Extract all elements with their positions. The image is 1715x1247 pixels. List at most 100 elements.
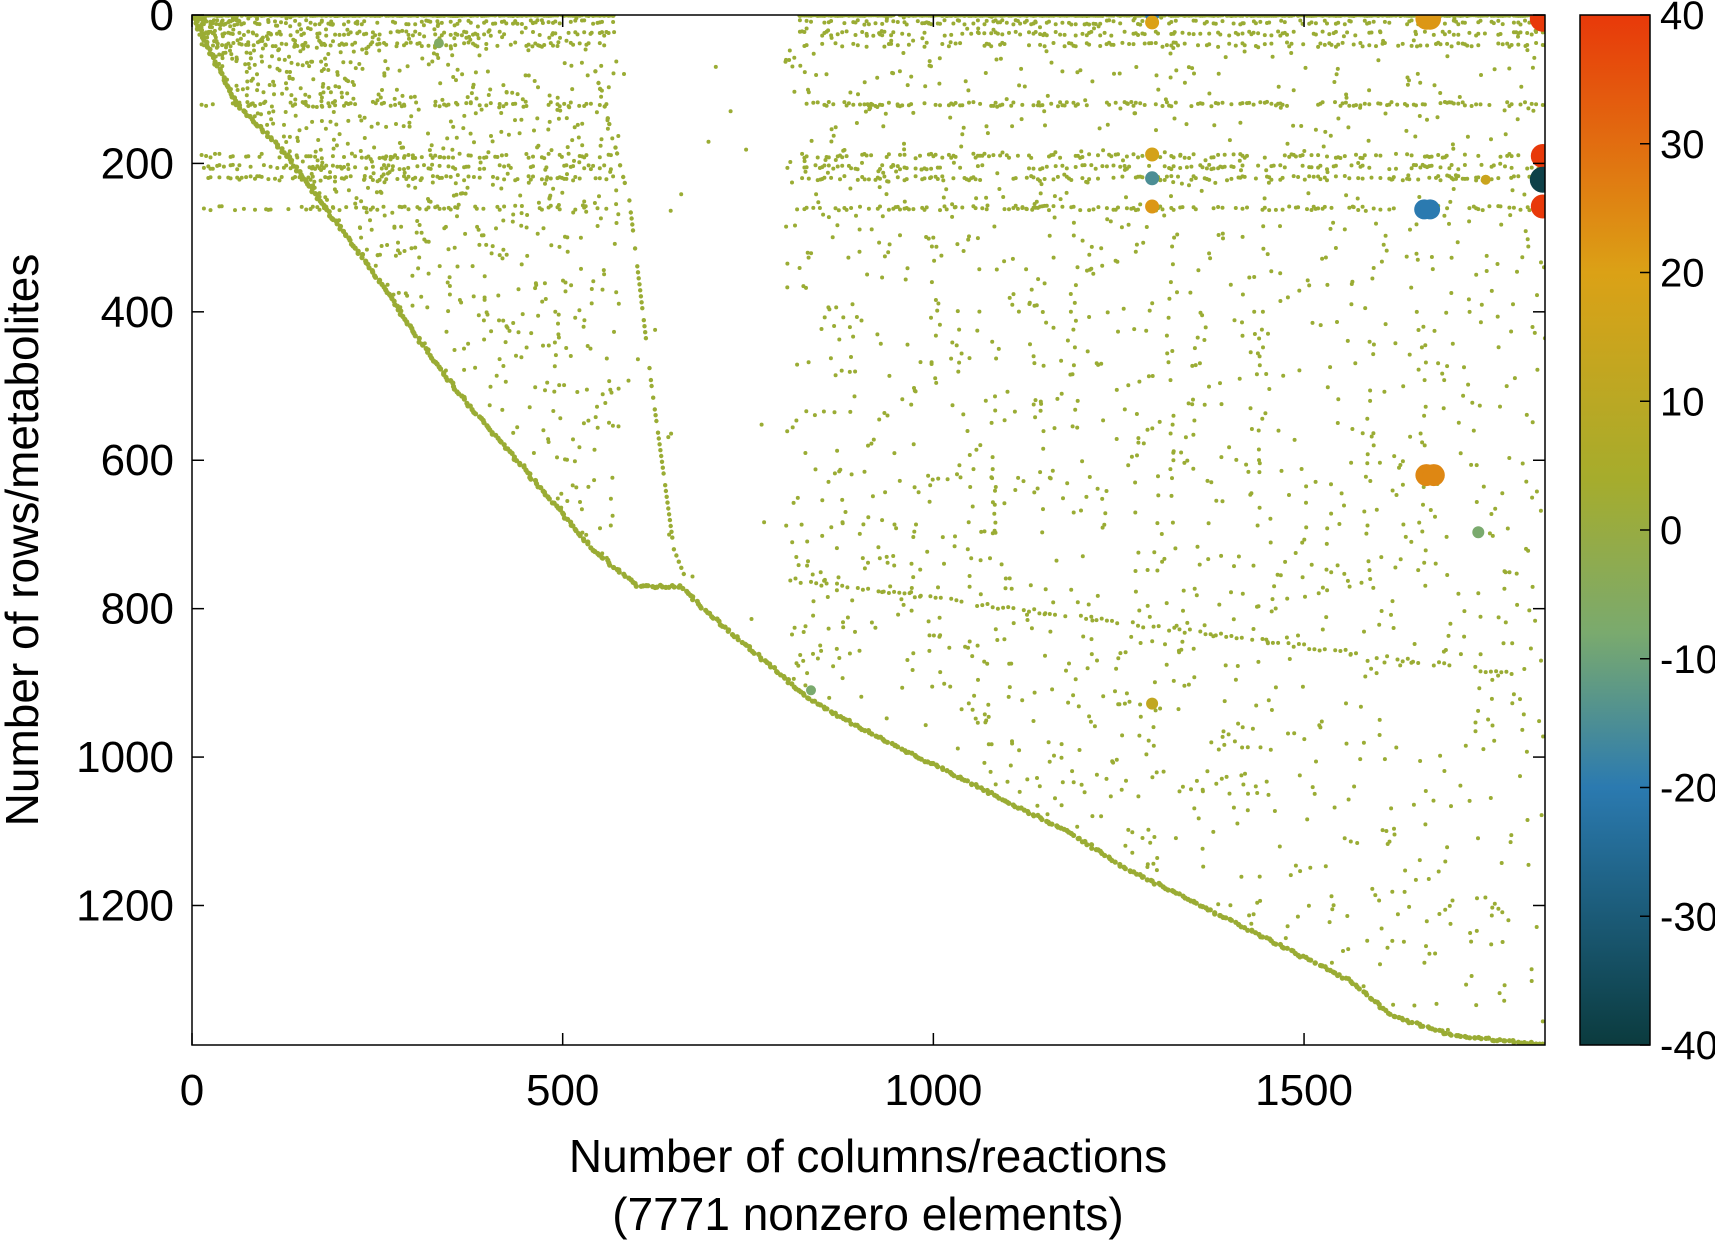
nonzero-point — [815, 155, 820, 160]
nonzero-point — [1516, 42, 1521, 47]
nonzero-point — [1423, 343, 1428, 348]
nonzero-point — [929, 166, 934, 171]
nonzero-point — [1449, 255, 1454, 260]
nonzero-point — [912, 485, 917, 490]
nonzero-point — [1080, 459, 1085, 464]
nonzero-point — [939, 253, 944, 258]
nonzero-point — [1538, 508, 1543, 513]
nonzero-point — [941, 178, 946, 183]
nonzero-point — [1245, 745, 1250, 750]
nonzero-point — [796, 563, 801, 568]
nonzero-point — [1262, 42, 1267, 47]
nonzero-point — [1158, 204, 1163, 209]
nonzero-point — [1451, 187, 1456, 191]
nonzero-point — [345, 91, 350, 96]
nonzero-point — [1414, 163, 1418, 168]
nonzero-point — [940, 174, 945, 179]
nonzero-point — [487, 28, 492, 33]
nonzero-point — [1269, 609, 1274, 614]
diagonal-point — [1176, 891, 1182, 897]
nonzero-point — [1173, 100, 1178, 105]
nonzero-point — [1248, 406, 1253, 411]
nonzero-point — [482, 32, 487, 37]
nonzero-point — [963, 79, 968, 84]
nonzero-point — [1437, 660, 1441, 665]
nonzero-point — [902, 141, 906, 146]
nonzero-point — [1318, 177, 1323, 182]
nonzero-point — [1325, 282, 1330, 287]
nonzero-point — [1335, 320, 1339, 324]
nonzero-point — [568, 19, 573, 24]
nonzero-point — [523, 73, 528, 78]
nonzero-point — [1429, 163, 1434, 168]
nonzero-point — [1418, 759, 1423, 763]
nonzero-point — [882, 44, 887, 49]
nonzero-point — [584, 387, 589, 392]
nonzero-point — [515, 21, 520, 26]
nonzero-point — [855, 18, 860, 23]
diagonal-point — [1472, 1035, 1478, 1041]
nonzero-point — [501, 104, 506, 109]
nonzero-point — [913, 174, 918, 179]
nonzero-point — [1069, 587, 1074, 592]
nonzero-point — [1473, 720, 1478, 725]
nonzero-point — [913, 166, 918, 171]
nonzero-point — [255, 17, 259, 21]
nonzero-point — [1211, 829, 1216, 834]
nonzero-point — [593, 415, 598, 420]
nonzero-point — [1113, 100, 1118, 105]
nonzero-point — [924, 205, 929, 210]
nonzero-point — [553, 309, 558, 314]
nonzero-point — [1017, 748, 1022, 753]
nonzero-point — [299, 27, 303, 32]
diagonal-point — [1112, 859, 1118, 865]
nonzero-point — [1474, 272, 1479, 277]
nonzero-point — [1250, 726, 1255, 731]
nonzero-point — [547, 119, 552, 124]
nonzero-point — [220, 32, 225, 37]
nonzero-point — [1154, 128, 1158, 133]
nonzero-point — [924, 40, 929, 45]
nonzero-point — [531, 164, 535, 169]
nonzero-point — [1189, 787, 1193, 792]
nonzero-point — [1164, 662, 1169, 667]
nonzero-point — [422, 34, 427, 39]
nonzero-point — [834, 646, 839, 651]
diagonal-point — [585, 541, 591, 547]
nonzero-point — [499, 111, 504, 115]
nonzero-point — [1051, 177, 1056, 182]
nonzero-point — [1371, 19, 1376, 24]
nonzero-point — [1256, 45, 1261, 50]
nonzero-point — [1456, 32, 1461, 37]
nonzero-point — [998, 42, 1003, 47]
nonzero-point — [1133, 111, 1138, 116]
nonzero-point — [955, 472, 959, 477]
nonzero-point — [1038, 25, 1042, 30]
nonzero-point — [1052, 215, 1057, 220]
nonzero-point — [1365, 658, 1370, 663]
nonzero-point — [788, 578, 793, 583]
nonzero-point — [345, 141, 350, 146]
nonzero-point — [802, 30, 807, 34]
nonzero-point — [1387, 839, 1392, 844]
nonzero-point — [247, 66, 252, 70]
nonzero-point — [860, 30, 865, 34]
nonzero-point — [1493, 506, 1498, 511]
nonzero-point — [457, 298, 462, 302]
nonzero-point — [1411, 38, 1416, 43]
nonzero-point — [1130, 830, 1135, 835]
nonzero-point — [969, 31, 974, 36]
nonzero-point — [833, 373, 838, 378]
nonzero-point — [878, 204, 882, 209]
nonzero-point — [811, 51, 816, 56]
nonzero-point — [1442, 213, 1447, 218]
nonzero-point — [822, 163, 827, 168]
nonzero-point — [1522, 667, 1527, 671]
nonzero-point — [200, 17, 205, 22]
nonzero-point — [1445, 1027, 1450, 1032]
nonzero-point — [1064, 166, 1069, 171]
nonzero-point — [1192, 806, 1197, 811]
nonzero-point — [588, 346, 593, 351]
nonzero-point — [1409, 539, 1414, 544]
nonzero-point — [1150, 301, 1155, 306]
